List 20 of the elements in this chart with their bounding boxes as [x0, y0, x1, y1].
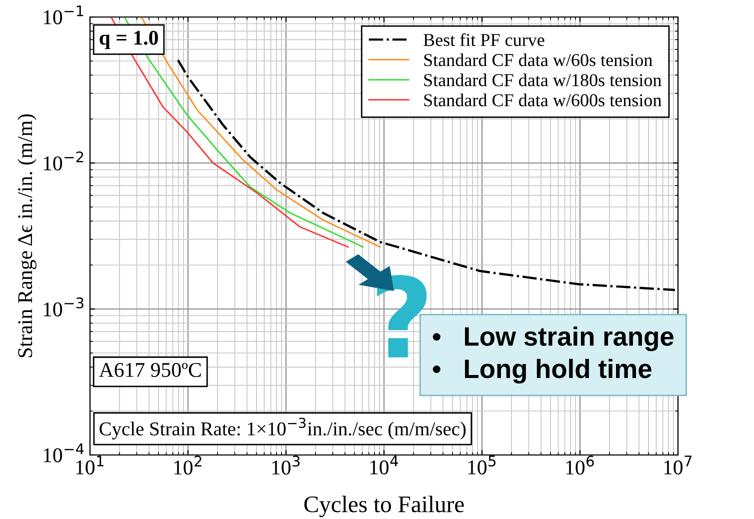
- x-tick-label: 10$^{7}$: [664, 456, 692, 474]
- x-tick-label: 10$^{5}$: [468, 456, 496, 474]
- y-axis-title: Strain Range Δϵ in./in. (m/m): [18, 114, 36, 358]
- legend-label: Standard CF data w/60s tension: [424, 53, 652, 66]
- y-tick-label: 10$^{−3}$: [44, 297, 84, 316]
- x-axis-title: Cycles to Failure: [304, 496, 464, 518]
- x-tick-label: 10$^{6}$: [566, 456, 594, 475]
- x-tick-label: 10$^{1}$: [76, 456, 104, 474]
- y-tick-label: 10$^{−2}$: [44, 151, 84, 170]
- legend-label: Standard CF data w/180s tension: [424, 74, 662, 86]
- annotation: A617 950ºC: [99, 362, 201, 377]
- annotation: Cycle Strain Rate: 1×10$^{−3}$in./in./sec (m/m/sec): [100, 418, 466, 440]
- annotation: q = 1.0: [100, 30, 158, 50]
- y-tick-label: 10$^{−1}$: [44, 6, 84, 24]
- legend-label: Best fit PF curve: [424, 33, 544, 46]
- x-tick-label: 10$^{2}$: [174, 456, 202, 475]
- annotation: • Low strain range • Long hold time: [432, 326, 674, 384]
- x-tick-label: 10$^{4}$: [370, 456, 398, 474]
- legend-label: Standard CF data w/600s tension: [424, 94, 662, 106]
- x-tick-label: 10$^{3}$: [272, 456, 300, 475]
